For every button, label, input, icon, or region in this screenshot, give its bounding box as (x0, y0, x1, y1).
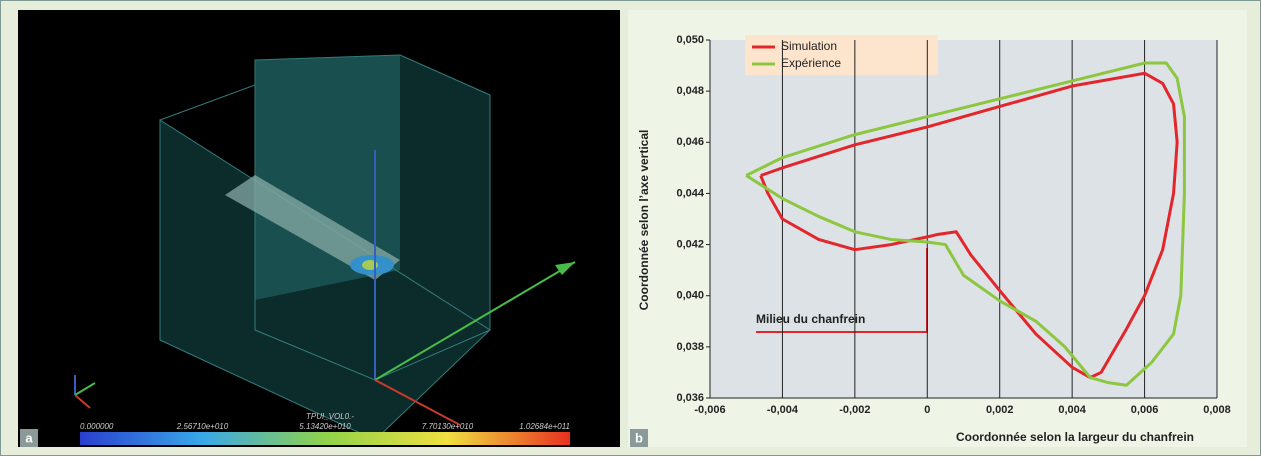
y-tick-label: 0,036 (676, 392, 704, 404)
series-line (759, 71, 1179, 380)
legend-label: Expérience (781, 56, 841, 70)
render-3d (74, 54, 576, 441)
series-line (745, 61, 1186, 387)
panel-letter-badge (20, 429, 38, 447)
x-tick-label: -0,006 (694, 404, 725, 416)
y-axis-title: Coordonnée selon l’axe vertical (637, 130, 651, 311)
annotation: Milieu du chanfrein (756, 312, 865, 326)
legend (745, 35, 938, 75)
colorbar-label: 2.56710e+010 (176, 422, 229, 431)
panel-letter: a (25, 430, 33, 445)
x-tick-label: 0,002 (986, 404, 1014, 416)
x-axis-title: Coordonnée selon la largeur du chanfrein (956, 430, 1194, 444)
plot-area (710, 40, 1217, 398)
colorbar-label: 0.000000 (80, 422, 114, 431)
legend-label: Simulation (781, 39, 837, 53)
y-tick-label: 0,038 (676, 341, 704, 353)
y-tick-label: 0,042 (676, 238, 704, 250)
x-tick-label: -0,002 (839, 404, 870, 416)
x-tick-label: 0 (924, 404, 930, 416)
colorbar-label: 7.70130e+010 (422, 422, 474, 431)
y-tick-label: 0,044 (676, 187, 704, 199)
x-tick-label: 0,006 (1131, 404, 1159, 416)
colorbar-label: 1.02684e+011 (519, 422, 570, 431)
y-tick-label: 0,050 (676, 34, 704, 46)
colorbar (80, 432, 570, 445)
panel-letter: b (635, 430, 643, 445)
x-tick-label: 0,008 (1203, 404, 1231, 416)
panel-letter-badge (630, 429, 648, 447)
x-tick-label: 0,004 (1058, 404, 1086, 416)
x-tick-label: -0,004 (767, 404, 799, 416)
y-tick-label: 0,046 (676, 136, 704, 148)
y-tick-label: 0,040 (676, 290, 704, 302)
colorbar-title: TPUI_VOL0.- (306, 412, 354, 421)
y-tick-label: 0,048 (676, 85, 704, 97)
colorbar-label: 5.13420e+010 (299, 422, 351, 431)
